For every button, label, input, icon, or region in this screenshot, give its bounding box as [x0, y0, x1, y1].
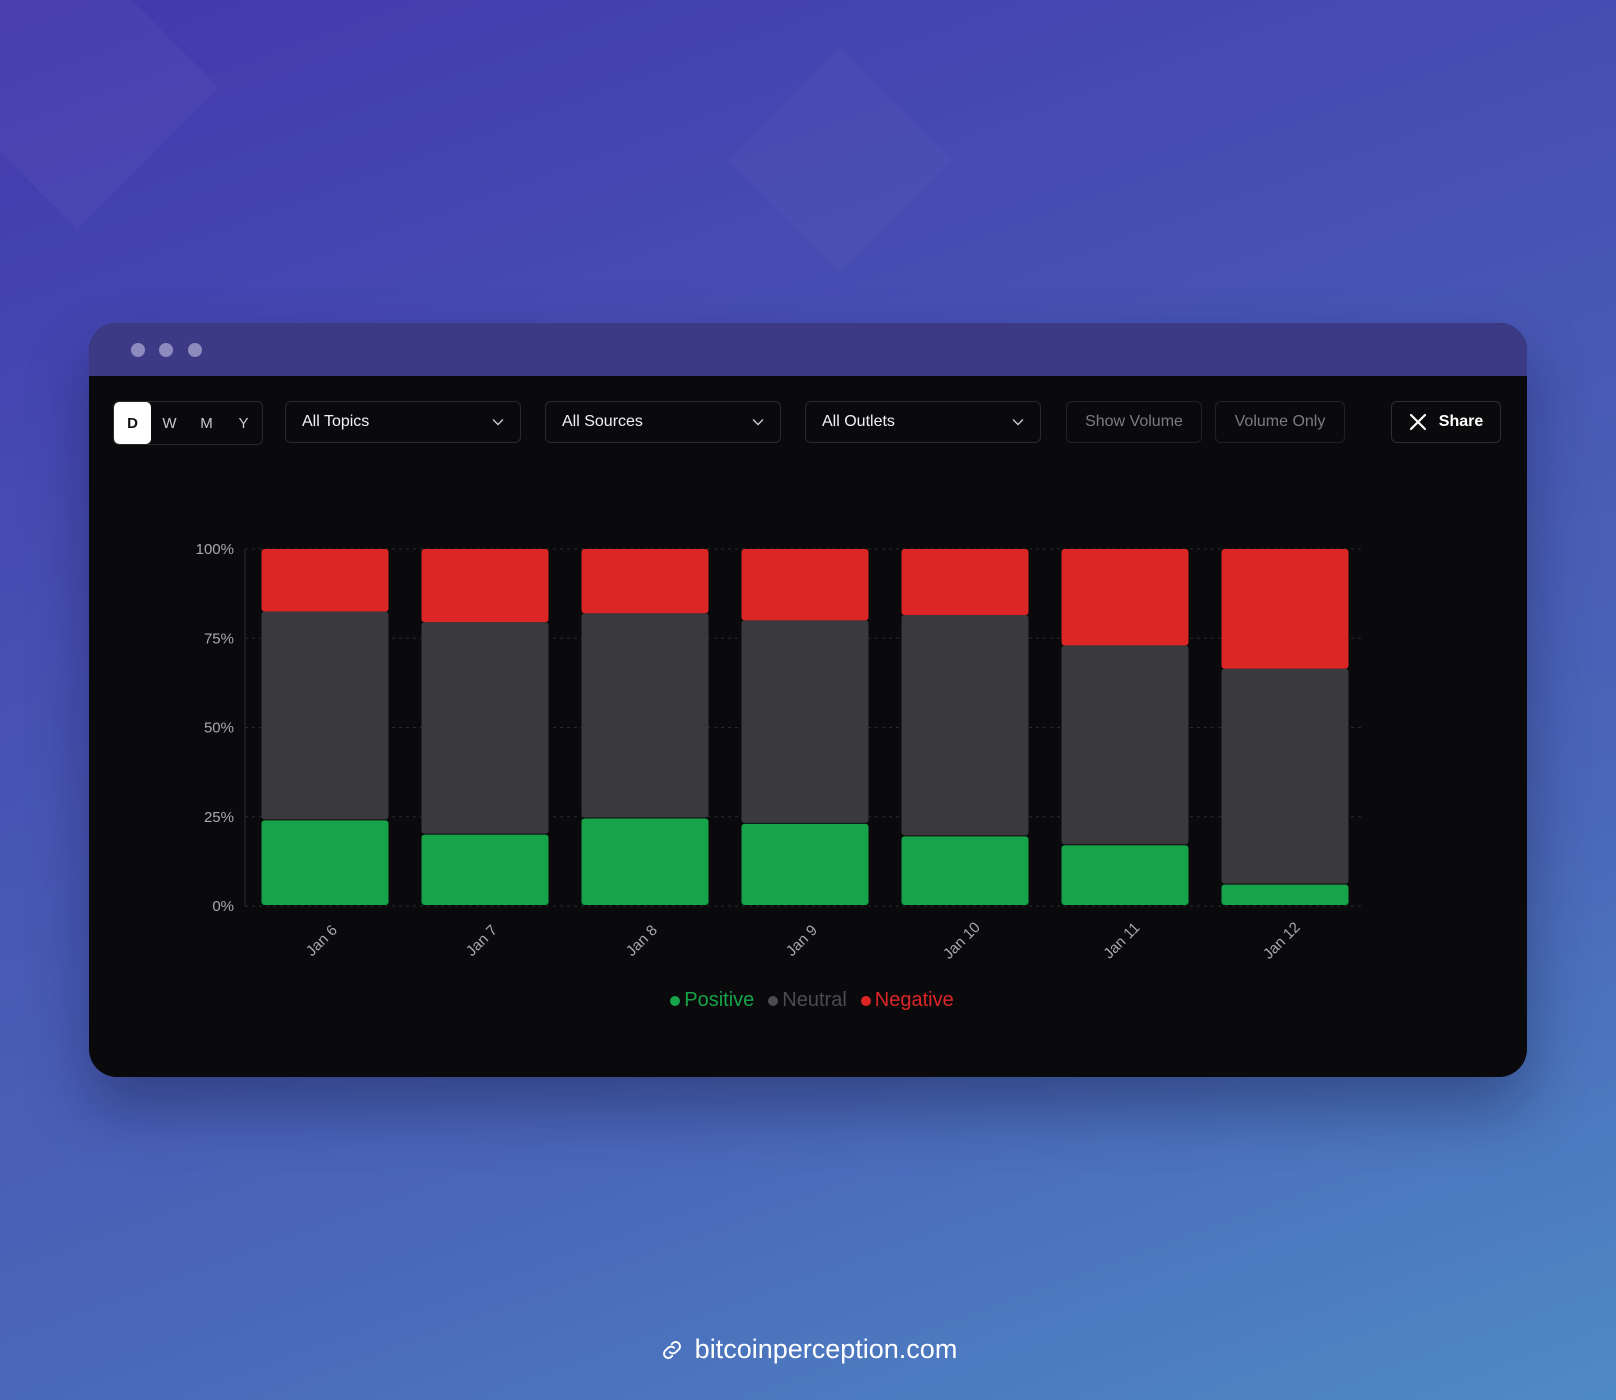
bar-neutral — [421, 622, 549, 834]
x-tick-label: Jan 8 — [623, 922, 661, 960]
y-tick-label: 50% — [204, 720, 234, 737]
bar-neutral — [741, 620, 869, 823]
x-tick-label: Jan 10 — [940, 919, 984, 963]
bar-positive — [741, 823, 869, 905]
bar-positive — [1061, 845, 1189, 905]
legend-item-negative[interactable]: Negative — [860, 989, 954, 1012]
bar-positive — [421, 834, 549, 905]
period-week-button[interactable]: W — [162, 414, 177, 432]
app-window: D W M Y All Topics All Sources All Outle… — [89, 323, 1527, 1077]
bar-positive — [901, 836, 1029, 905]
period-year-button[interactable]: Y — [238, 414, 249, 432]
title-bar — [89, 323, 1527, 376]
legend-label-negative: Negative — [874, 989, 954, 1011]
y-tick-label: 75% — [204, 630, 234, 647]
window-dot — [131, 343, 145, 357]
bar-negative — [901, 549, 1029, 616]
legend-label-positive: Positive — [684, 989, 755, 1011]
x-tick-label: Jan 12 — [1260, 919, 1304, 963]
positive-dot-icon — [670, 995, 681, 1006]
y-tick-label: 25% — [204, 809, 234, 826]
outlets-dropdown[interactable]: All Outlets — [805, 401, 1041, 443]
bar-negative — [1221, 549, 1349, 669]
x-tick-label: Jan 11 — [1100, 919, 1143, 962]
neutral-dot-icon — [768, 995, 779, 1006]
outlets-dropdown-label: All Outlets — [822, 413, 895, 430]
x-tick-label: Jan 6 — [303, 922, 341, 960]
x-tick-label: Jan 7 — [463, 922, 501, 960]
bar-neutral — [581, 613, 709, 818]
y-tick-label: 0% — [212, 898, 234, 915]
chart-legend: Positive Neutral Negative — [89, 989, 1527, 1012]
topics-dropdown-label: All Topics — [302, 413, 370, 430]
share-button[interactable]: Share — [1391, 401, 1501, 443]
background-decoration — [727, 47, 953, 273]
period-selector: D W M Y — [113, 401, 263, 445]
y-tick-label: 100% — [196, 541, 234, 558]
sources-dropdown[interactable]: All Sources — [545, 401, 781, 443]
legend-label-neutral: Neutral — [782, 989, 847, 1011]
bar-positive — [261, 820, 389, 905]
toolbar: D W M Y All Topics All Sources All Outle… — [89, 401, 1527, 445]
topics-dropdown[interactable]: All Topics — [285, 401, 521, 443]
bar-negative — [741, 549, 869, 621]
bar-neutral — [1061, 645, 1189, 845]
bar-neutral — [261, 611, 389, 820]
negative-dot-icon — [860, 995, 871, 1006]
share-label: Share — [1438, 413, 1484, 430]
chevron-down-icon — [492, 419, 504, 426]
footer-url: bitcoinperception.com — [694, 1334, 958, 1364]
sentiment-chart: 0% 25% 50% 75% 100% Jan 6 Jan 7 Jan 8 Jan 9 Jan 1… — [196, 541, 1365, 963]
bar-negative — [261, 549, 389, 612]
period-month-button[interactable]: M — [200, 414, 213, 432]
legend-item-neutral[interactable]: Neutral — [768, 989, 847, 1012]
volume-only-button[interactable]: Volume Only — [1215, 401, 1345, 443]
legend-item-positive[interactable]: Positive — [670, 989, 754, 1012]
x-tick-label: Jan 9 — [783, 922, 821, 960]
bar-positive — [1221, 884, 1349, 905]
chevron-down-icon — [1012, 419, 1024, 426]
show-volume-button[interactable]: Show Volume — [1066, 401, 1202, 443]
link-icon — [662, 1340, 681, 1359]
period-day-button[interactable]: D — [114, 402, 151, 444]
footer-link[interactable]: bitcoinperception.com — [0, 1334, 1616, 1365]
bar-negative — [421, 549, 549, 623]
bar-positive — [581, 818, 709, 905]
chevron-down-icon — [752, 419, 764, 426]
sources-dropdown-label: All Sources — [562, 413, 643, 430]
window-dot — [188, 343, 202, 357]
x-logo-icon — [1409, 413, 1426, 431]
background-decoration — [0, 0, 218, 228]
bar-neutral — [901, 615, 1029, 836]
window-dot — [159, 343, 173, 357]
bar-neutral — [1221, 668, 1349, 884]
bar-negative — [581, 549, 709, 614]
bar-negative — [1061, 549, 1189, 646]
